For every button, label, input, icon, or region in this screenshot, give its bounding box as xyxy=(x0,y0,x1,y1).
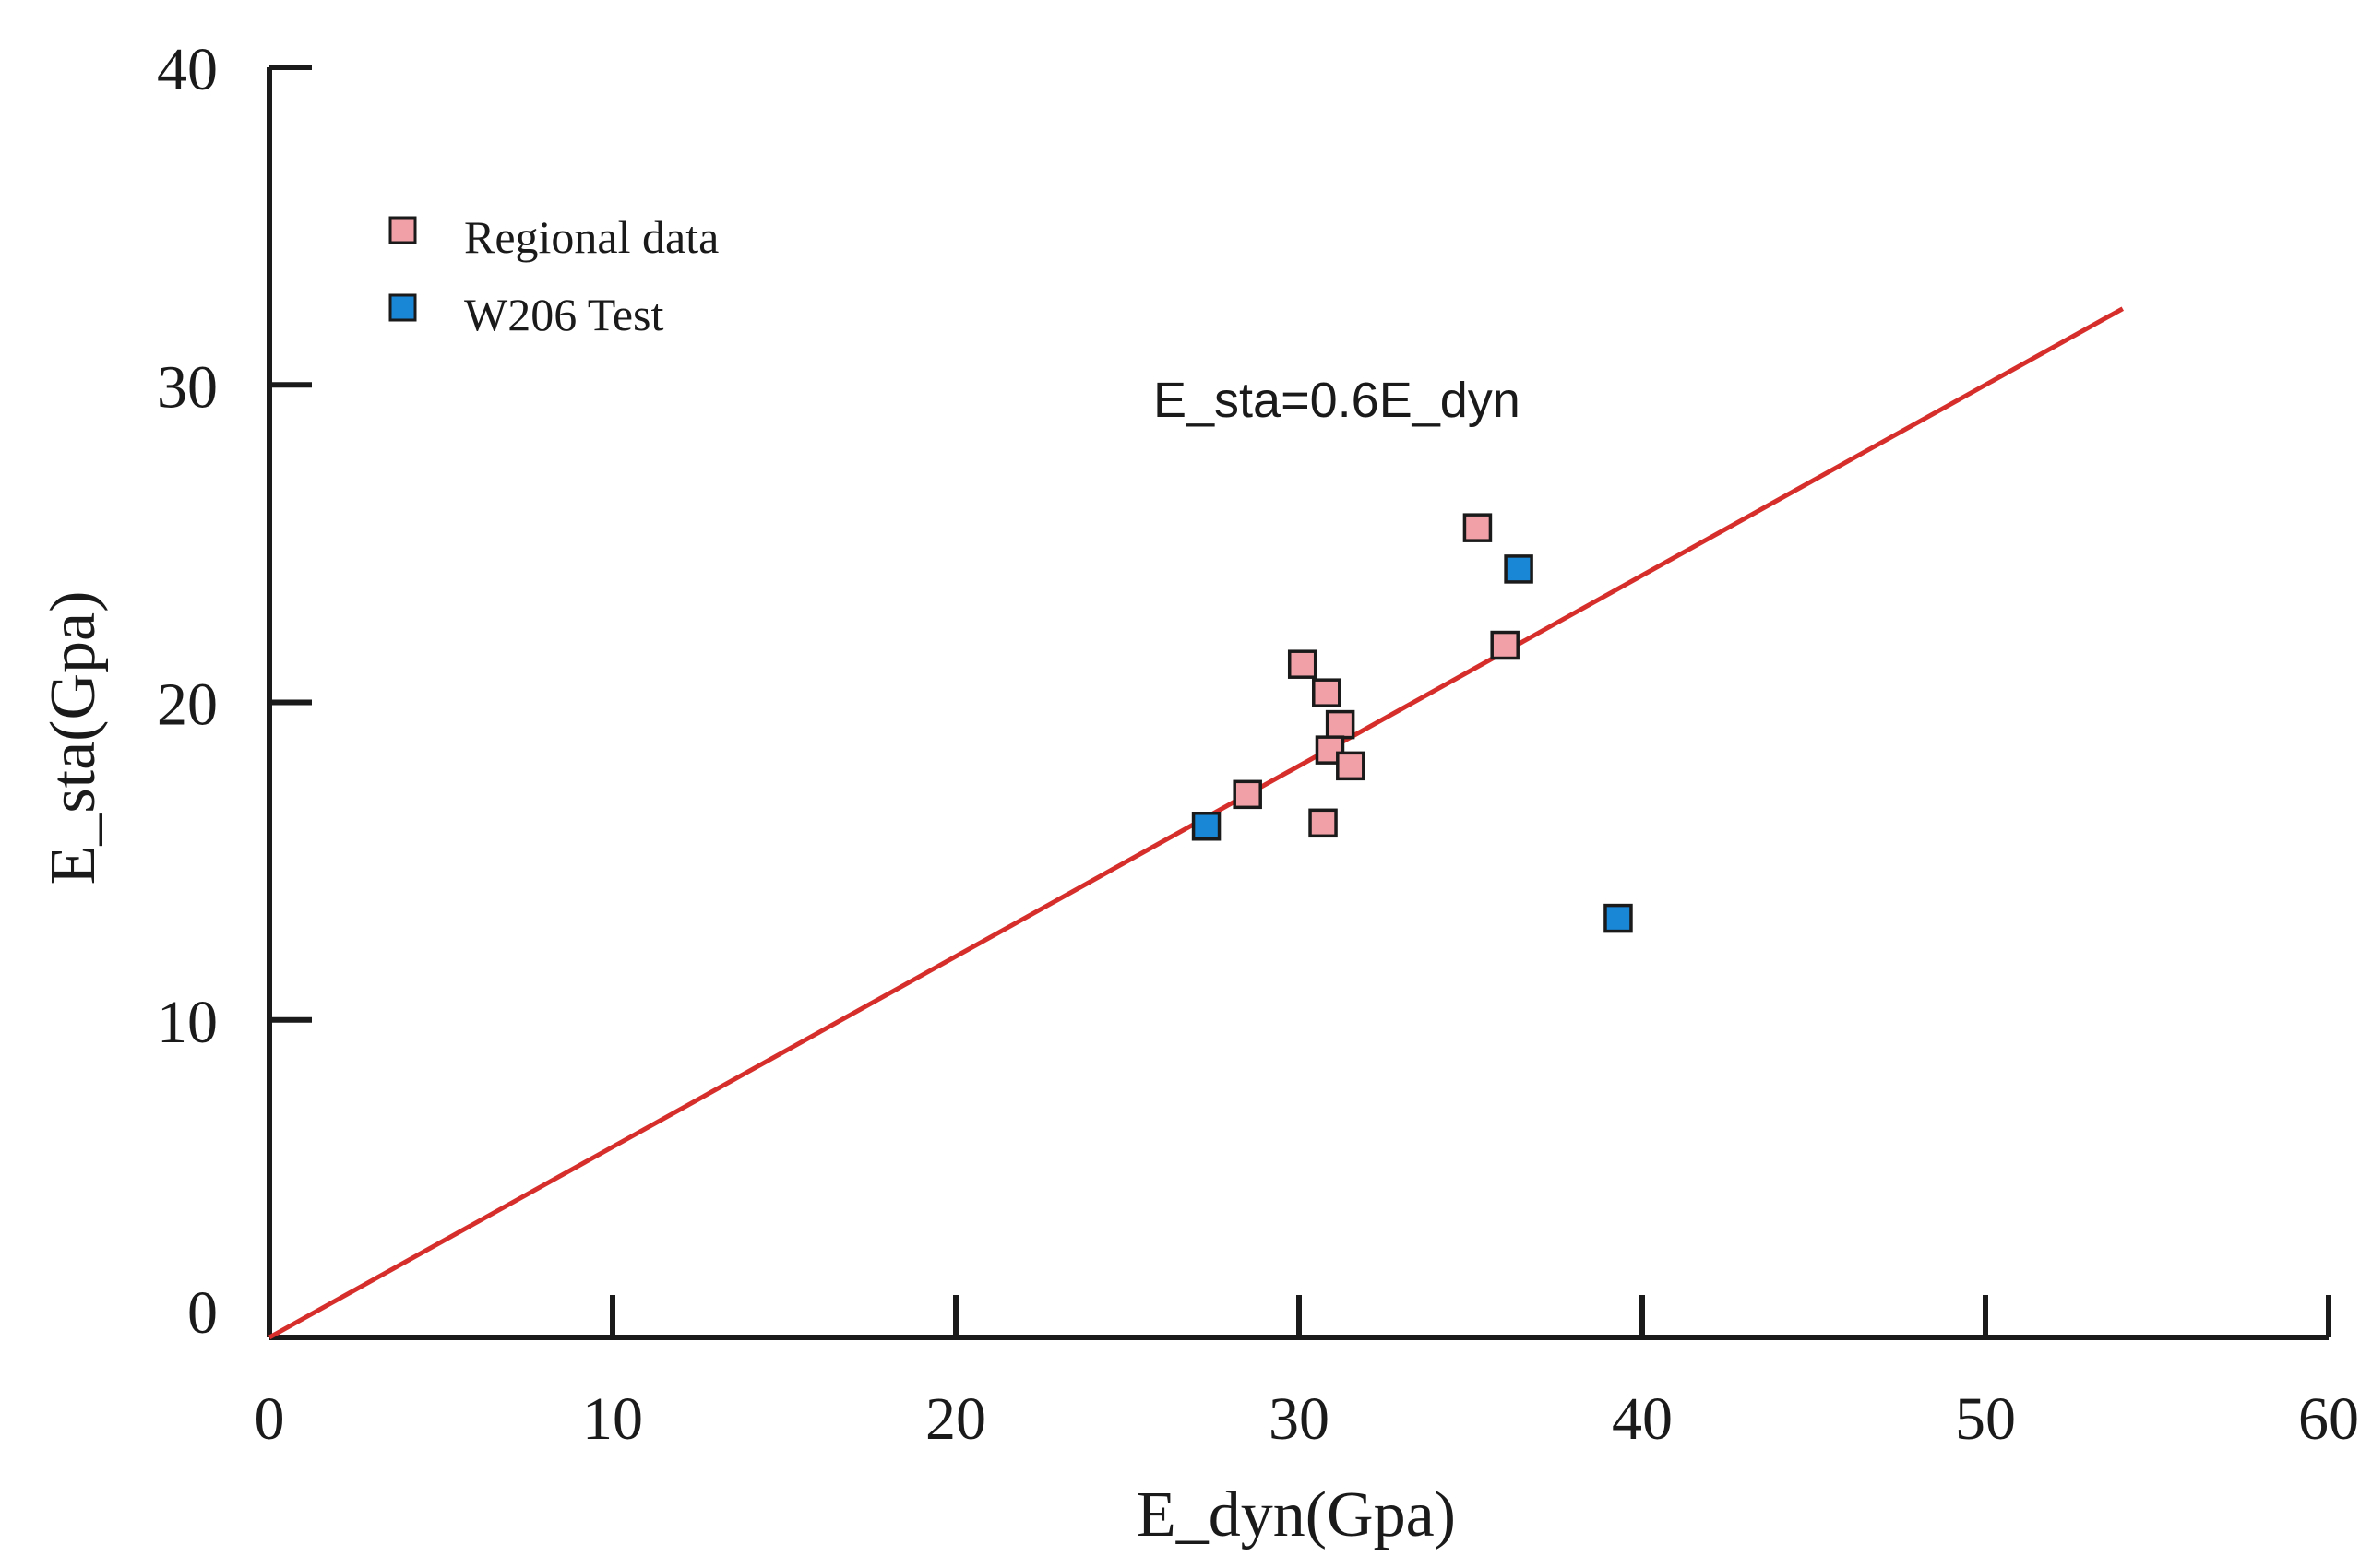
y-tick-label: 30 xyxy=(157,353,218,421)
point-regional-data xyxy=(1287,649,1317,679)
x-tick-label: 10 xyxy=(582,1385,643,1453)
legend-label-w206-test: W206 Test xyxy=(464,289,663,340)
point-regional-data xyxy=(1308,808,1338,838)
point-regional-data xyxy=(1462,513,1493,542)
point-w206-test xyxy=(1504,554,1533,584)
point-regional-data xyxy=(1325,709,1355,740)
y-tick-label: 20 xyxy=(157,671,218,739)
y-axis-title: E_sta(Gpa) xyxy=(38,591,109,885)
point-regional-data xyxy=(1490,630,1520,660)
ticks xyxy=(269,65,2331,1337)
x-tick-label: 60 xyxy=(2298,1385,2359,1453)
legend-swatch-w206-test xyxy=(388,293,417,322)
x-tick-label: 0 xyxy=(255,1385,285,1453)
x-tick-label: 40 xyxy=(1612,1385,1673,1453)
point-regional-data xyxy=(1336,751,1365,781)
legend-swatch-regional-data xyxy=(388,216,417,244)
data-points xyxy=(1191,513,1633,933)
x-tick-label: 20 xyxy=(925,1385,986,1453)
y-tick-label: 0 xyxy=(187,1279,218,1347)
point-w206-test xyxy=(1191,812,1222,841)
y-tick-label: 40 xyxy=(157,36,218,103)
tick-labels: 0 10 20 30 40 50 60 0 10 20 30 40 xyxy=(157,36,2359,1453)
x-tick-label: 50 xyxy=(1955,1385,2016,1453)
point-w206-test xyxy=(1603,903,1633,933)
x-axis-title: E_dyn(Gpa) xyxy=(1137,1479,1456,1550)
fit-line-equation: E_sta=0.6E_dyn xyxy=(1153,373,1520,428)
point-regional-data xyxy=(1312,678,1341,707)
legend-label-regional-data: Regional data xyxy=(464,211,719,263)
point-regional-data xyxy=(1233,779,1262,810)
y-tick-label: 10 xyxy=(157,989,218,1056)
x-tick-label: 30 xyxy=(1269,1385,1329,1453)
legend: Regional data W206 Test xyxy=(388,211,719,340)
